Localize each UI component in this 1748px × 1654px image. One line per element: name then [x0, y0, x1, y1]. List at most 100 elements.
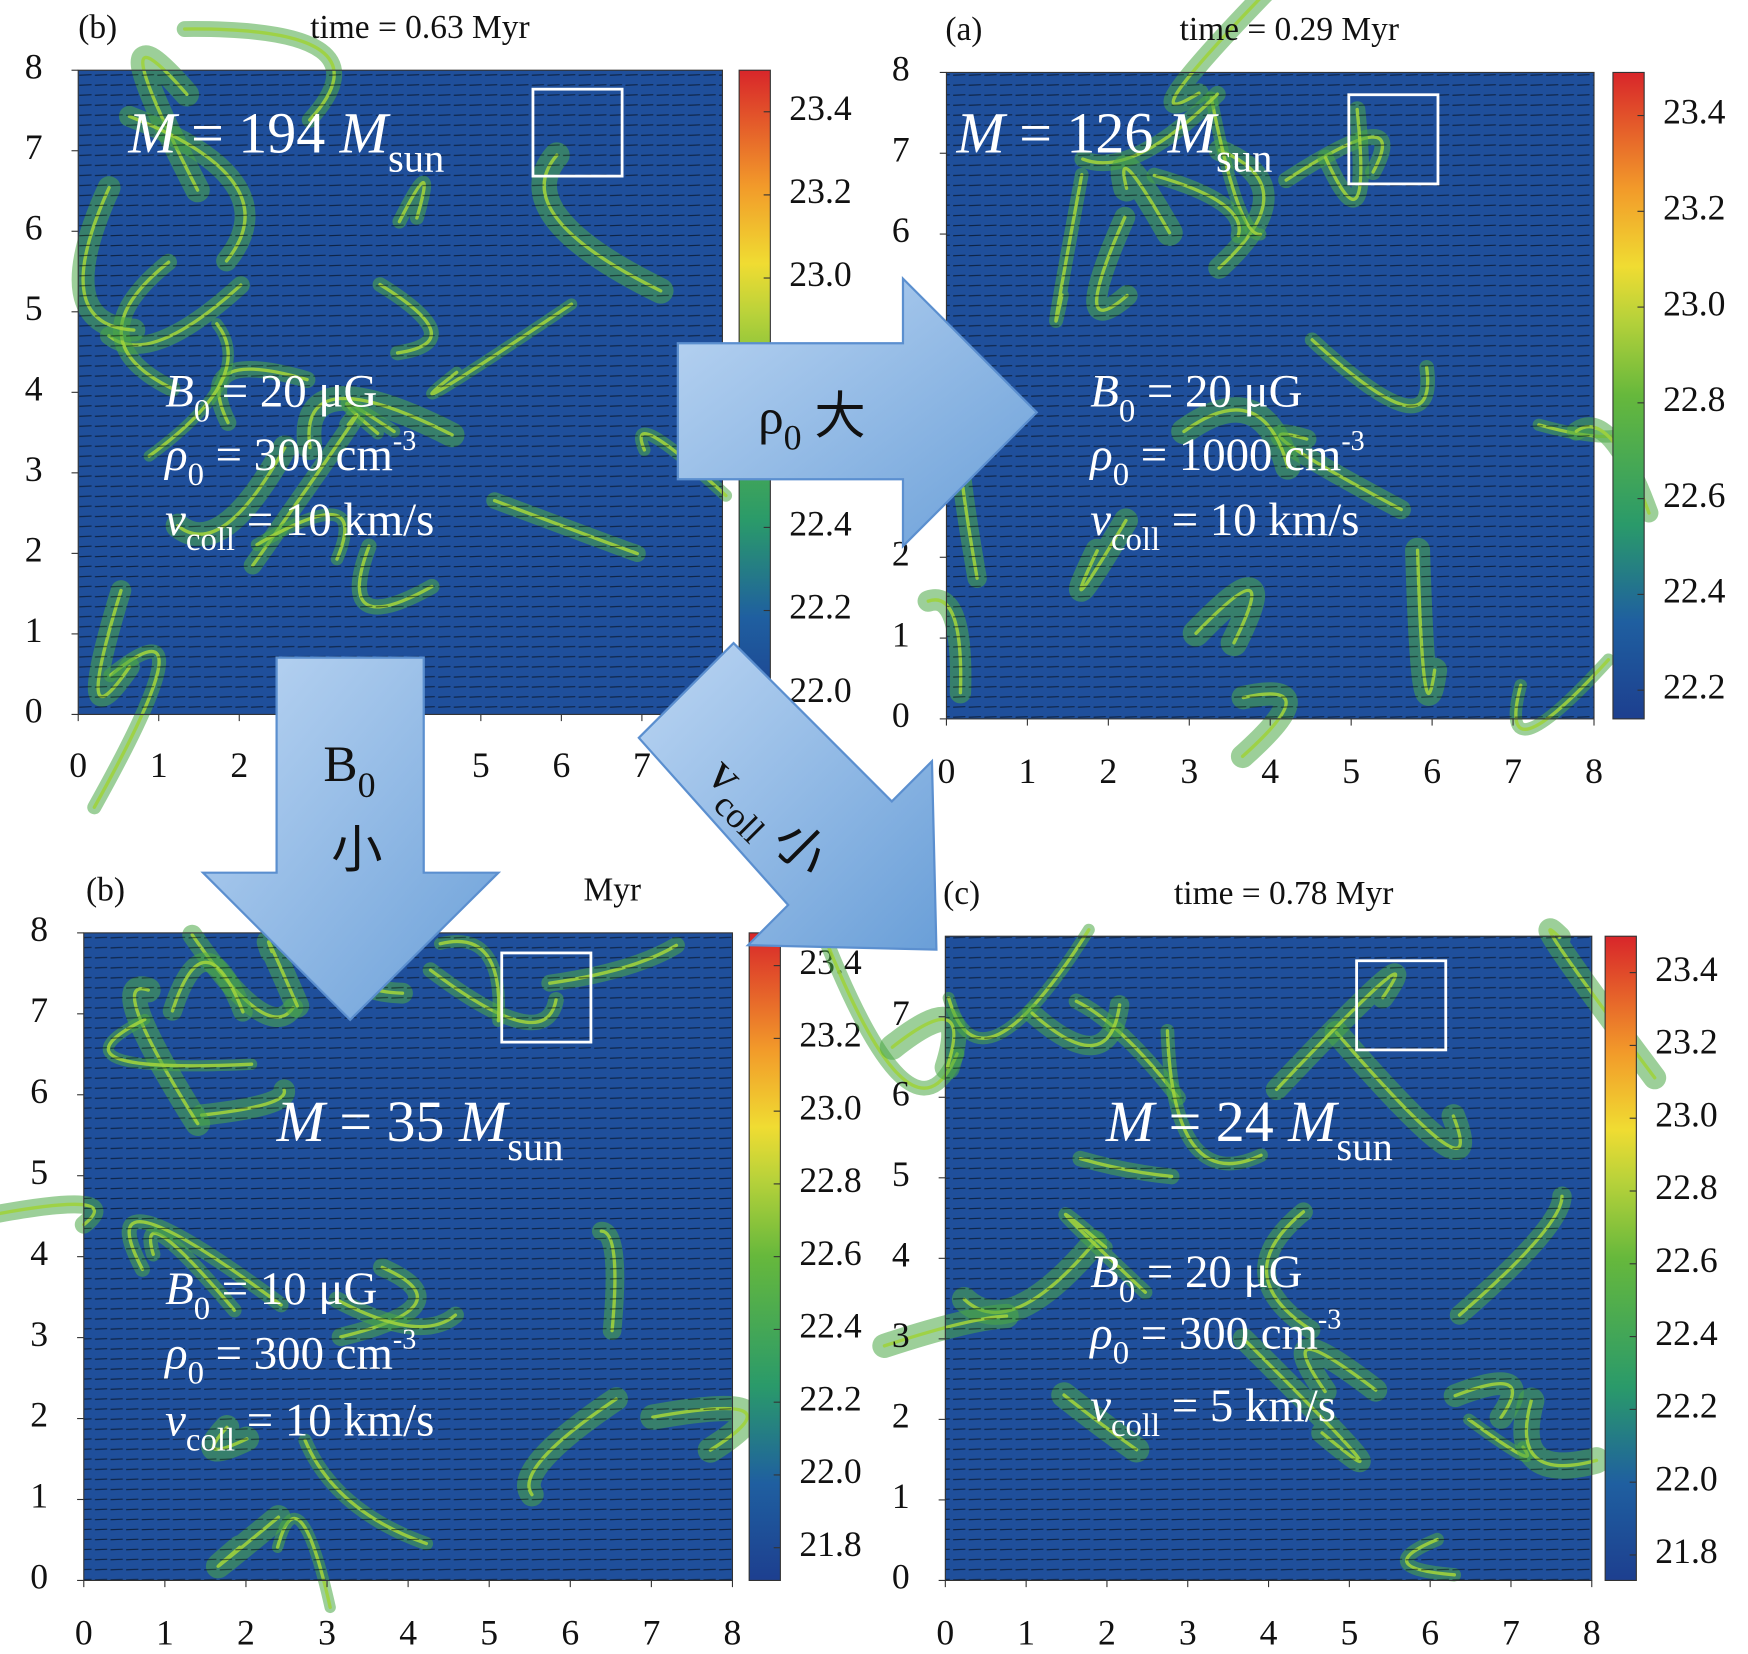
- parameter-label: B0 = 20 μG: [1090, 1246, 1302, 1310]
- y-tick-label: 3: [30, 1314, 48, 1354]
- text-part: = 1000 cm: [1129, 429, 1341, 481]
- colorbar-tick-label: 22.6: [1655, 1240, 1717, 1280]
- text-part: B: [1090, 1246, 1119, 1298]
- x-tick-label: 3: [1180, 751, 1198, 791]
- colorbar-tick-label: 22.0: [799, 1451, 861, 1491]
- text-part: = 10 km/s: [1160, 494, 1359, 546]
- colorbar: [1612, 71, 1645, 720]
- mass-label: M = 126 Msun: [955, 101, 1272, 181]
- y-tick-label: 7: [25, 127, 43, 167]
- text-part: = 194: [177, 101, 340, 166]
- panel-label: (a): [945, 11, 982, 48]
- colorbar-tick-label: 23.2: [1663, 187, 1725, 227]
- x-tick-label: 0: [69, 745, 87, 785]
- x-tick-label: 6: [552, 745, 570, 785]
- time-label: time = 0.29 Myr: [1180, 11, 1399, 48]
- parameter-label: vcoll = 5 km/s: [1090, 1380, 1336, 1444]
- x-tick-label: 6: [1421, 1612, 1439, 1652]
- zoom-box: [500, 951, 593, 1044]
- x-tick-label: 7: [1502, 1612, 1520, 1652]
- x-tick-label: 3: [318, 1612, 336, 1652]
- x-tick-label: 1: [156, 1612, 174, 1652]
- parameter-label: vcoll = 10 km/s: [1090, 494, 1359, 558]
- text-part: coll: [1111, 521, 1160, 557]
- y-tick-label: 8: [25, 46, 43, 86]
- text-part: M: [276, 1089, 328, 1154]
- x-tick-label: 4: [1261, 751, 1279, 791]
- text-part: B: [165, 1263, 194, 1315]
- x-tick-label: 0: [936, 1612, 954, 1652]
- y-tick-label: 4: [25, 369, 43, 409]
- colorbar-tick-label: 22.4: [789, 504, 852, 544]
- arrow-label: 小: [331, 823, 382, 880]
- colorbar-tick-label: 22.2: [1655, 1386, 1717, 1426]
- x-tick-label: 7: [1504, 751, 1522, 791]
- arrow-label: ρ0 大: [758, 388, 866, 457]
- text-part: v: [1090, 1380, 1111, 1432]
- text-part: ρ: [1088, 429, 1112, 481]
- text-part: -3: [393, 1324, 416, 1355]
- panel-label: (b): [86, 871, 125, 908]
- mass-label: M = 24 Msun: [1105, 1089, 1393, 1169]
- arrow: [676, 275, 1039, 549]
- parameter-label: ρ0 = 1000 cm-3: [1088, 426, 1365, 493]
- x-tick-label: 0: [75, 1612, 93, 1652]
- x-tick-label: 7: [633, 745, 651, 785]
- colorbar-tick-label: 22.6: [799, 1233, 861, 1273]
- text-part: sun: [1336, 1124, 1392, 1169]
- text-part: = 20 μG: [1135, 1246, 1302, 1298]
- parameter-label: vcoll = 10 km/s: [165, 1394, 434, 1458]
- colorbar-tick-label: 23.2: [799, 1015, 861, 1055]
- colorbar-tick-label: 23.0: [789, 254, 851, 294]
- text-part: M: [1167, 101, 1219, 166]
- field-vectors: [945, 936, 1592, 1581]
- colorbar-tick-label: 23.0: [1663, 283, 1725, 323]
- x-tick-label: 2: [1098, 1612, 1116, 1652]
- text-part: = 10 μG: [210, 1263, 377, 1315]
- x-tick-label: 4: [399, 1612, 417, 1652]
- text-part: M: [1287, 1089, 1339, 1154]
- colorbar-tick-label: 22.2: [799, 1378, 861, 1418]
- y-tick-label: 8: [892, 49, 910, 89]
- text-part: 0: [784, 418, 802, 458]
- y-tick-label: 6: [892, 210, 910, 250]
- arrow-label: B0: [323, 736, 375, 805]
- y-tick-label: 7: [892, 993, 910, 1033]
- parameter-label: B0 = 10 μG: [165, 1263, 377, 1327]
- text-part: B: [323, 736, 357, 793]
- parameter-label: ρ0 = 300 cm-3: [1088, 1304, 1341, 1371]
- text-part: sun: [388, 135, 444, 180]
- arrow: [637, 641, 938, 951]
- x-tick-label: 8: [1583, 1612, 1601, 1652]
- text-part: -3: [1318, 1304, 1341, 1335]
- x-tick-label: 2: [1099, 751, 1117, 791]
- text-part: = 24: [1154, 1089, 1288, 1154]
- time-label: Myr: [583, 871, 641, 908]
- panel-label: (c): [943, 875, 980, 912]
- panel: (c) time = 0.78 Myr 0 1 2 3 4 5 6 7 8 0 1 2 3 4 5 6 7 21.8 2…: [808, 875, 1718, 1652]
- field-vectors: [83, 932, 733, 1581]
- panel: (b)time = 0.63 Myr0123456701234567822.02…: [25, 9, 852, 815]
- x-tick-label: 8: [724, 1612, 742, 1652]
- colorbar-tick-label: 22.0: [1655, 1458, 1717, 1498]
- colorbar-tick-label: 22.8: [1655, 1167, 1717, 1207]
- colorbar-tick-label: 22.2: [789, 587, 851, 627]
- colorbar-tick-label: 22.6: [1663, 475, 1725, 515]
- panel-label: (b): [78, 9, 117, 46]
- text-part: = 10 km/s: [235, 1394, 434, 1446]
- colorbar-tick-label: 23.4: [789, 88, 852, 128]
- text-part: v: [1090, 494, 1111, 546]
- colorbar-tick-label: 22.0: [789, 670, 851, 710]
- text-part: = 10 km/s: [235, 494, 434, 546]
- x-tick-label: 5: [1342, 751, 1360, 791]
- x-tick-label: 5: [1340, 1612, 1358, 1652]
- text-part: 0: [1113, 1335, 1129, 1371]
- field-vectors: [946, 72, 1595, 719]
- text-part: 0: [1119, 1274, 1135, 1310]
- x-tick-label: 6: [1423, 751, 1441, 791]
- text-part: 0: [1113, 457, 1129, 493]
- y-tick-label: 8: [30, 909, 48, 949]
- x-tick-label: 5: [480, 1612, 498, 1652]
- text-part: M: [127, 101, 179, 166]
